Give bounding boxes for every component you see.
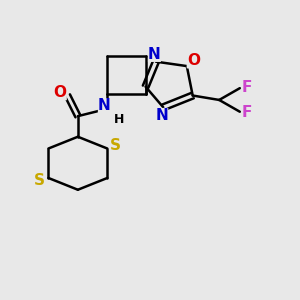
Text: H: H: [114, 112, 124, 126]
Text: O: O: [54, 85, 67, 100]
Text: S: S: [34, 173, 45, 188]
Text: N: N: [98, 98, 111, 113]
Text: S: S: [110, 138, 121, 153]
Text: F: F: [242, 105, 252, 120]
Text: F: F: [242, 80, 252, 95]
Text: N: N: [155, 108, 168, 123]
Text: N: N: [148, 47, 161, 62]
Text: O: O: [187, 53, 200, 68]
